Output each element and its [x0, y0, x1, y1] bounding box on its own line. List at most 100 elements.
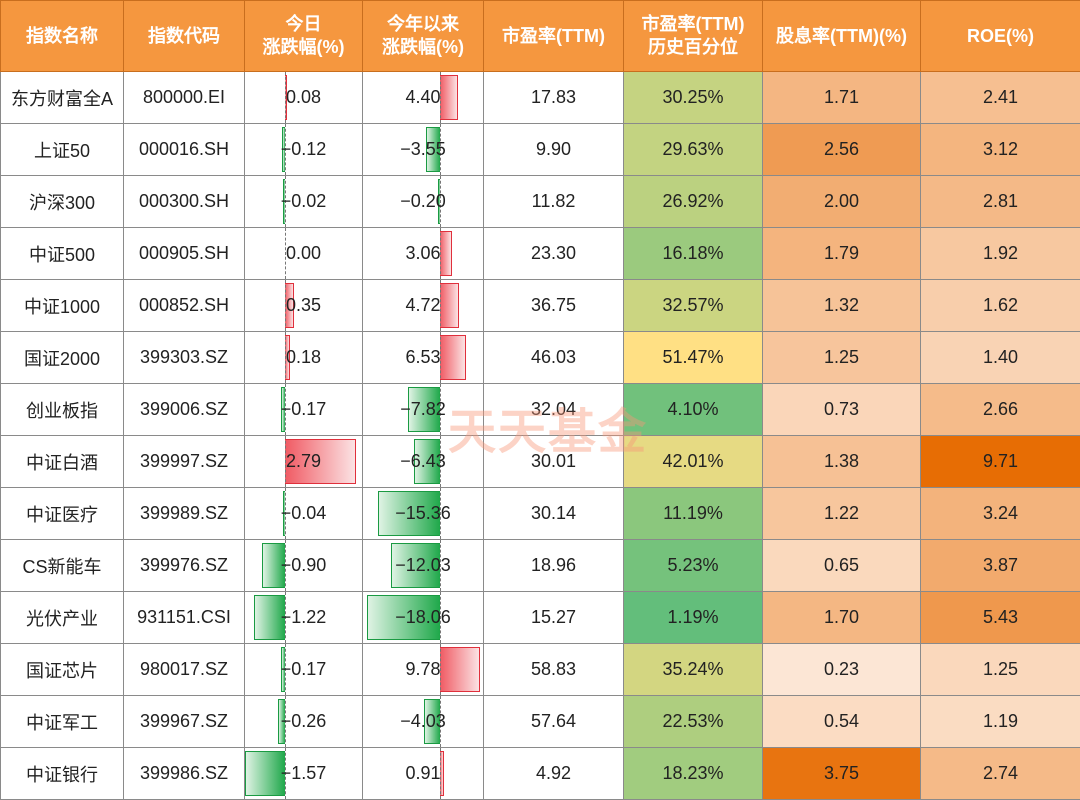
pe-ttm-cell: 30.01 [483, 435, 624, 488]
day-change-cell: −0.90 [244, 539, 363, 592]
pe-ttm-cell-value: 58.83 [530, 659, 577, 679]
pe-percentile-cell: 51.47% [623, 331, 763, 384]
ytd-change-cell-bar [438, 179, 440, 224]
pe-ttm-cell: 18.96 [483, 539, 624, 592]
index-name-cell-value: 国证芯片 [26, 660, 98, 681]
ytd-change-cell-zero-line [440, 280, 441, 331]
roe-cell-value: 3.87 [982, 555, 1019, 575]
roe-cell-value: 2.81 [982, 191, 1019, 211]
day-change-cell-zero-line [285, 124, 286, 175]
ytd-change-cell-value: −3.55 [400, 139, 446, 159]
table-row: CS新能车 399976.SZ −0.90 −12.03 18.96 5.23% 0.65 3… [0, 539, 1080, 592]
day-change-cell-value: −0.90 [280, 555, 327, 575]
index-code-cell: 399006.SZ [123, 383, 245, 436]
dividend-yield-cell-value: 0.73 [823, 399, 860, 419]
dividend-yield-cell-value: 2.56 [823, 139, 860, 159]
column-header: ROE(%) [920, 0, 1080, 72]
day-change-cell-zero-line [285, 436, 286, 487]
dividend-yield-cell-value: 1.70 [823, 607, 860, 627]
ytd-change-cell-zero-line [440, 124, 441, 175]
index-code-cell-value: 399989.SZ [139, 503, 229, 523]
pe-ttm-cell: 58.83 [483, 643, 624, 696]
ytd-change-cell: 3.06 [362, 227, 484, 280]
index-name-cell: 上证50 [0, 123, 124, 176]
index-code-cell-value: 399986.SZ [139, 763, 229, 783]
pe-ttm-cell-value: 15.27 [530, 607, 577, 627]
dividend-yield-cell: 3.75 [762, 747, 921, 800]
pe-ttm-cell: 57.64 [483, 695, 624, 748]
roe-cell: 1.40 [920, 331, 1080, 384]
table-row: 光伏产业 931151.CSI −1.22 −18.06 15.27 1.19% 1.70 5… [0, 591, 1080, 644]
ytd-change-cell-zero-line [440, 696, 441, 747]
day-change-cell: −1.57 [244, 747, 363, 800]
day-change-cell-value: 0.08 [285, 87, 322, 107]
pe-ttm-cell-value: 4.92 [535, 763, 572, 783]
column-header: 今年以来 涨跌幅(%) [362, 0, 484, 72]
day-change-cell-zero-line [285, 540, 286, 591]
ytd-change-cell-value: 3.06 [405, 243, 441, 263]
dividend-yield-cell-value: 1.25 [823, 347, 860, 367]
roe-cell: 2.41 [920, 71, 1080, 124]
table-row: 创业板指 399006.SZ −0.17 −7.82 32.04 4.10% 0.73 2.6… [0, 383, 1080, 436]
ytd-change-cell-value: −15.36 [395, 503, 451, 523]
ytd-change-cell: −3.55 [362, 123, 484, 176]
pe-ttm-cell-value: 18.96 [530, 555, 577, 575]
index-name-cell: 中证1000 [0, 279, 124, 332]
day-change-cell-bar [285, 75, 288, 120]
day-change-cell-zero-line [285, 332, 286, 383]
dividend-yield-cell-value: 0.65 [823, 555, 860, 575]
roe-cell-value: 3.12 [982, 139, 1019, 159]
roe-cell-value: 2.41 [982, 87, 1019, 107]
table-row: 中证医疗 399989.SZ −0.04 −15.36 30.14 11.19% 1.22 3… [0, 487, 1080, 540]
index-name-cell: 国证2000 [0, 331, 124, 384]
day-change-cell-bar [253, 595, 285, 640]
ytd-change-cell-bar [366, 595, 440, 640]
roe-cell-value: 9.71 [982, 451, 1019, 471]
index-code-cell-value: 000016.SH [138, 139, 230, 159]
pe-percentile-cell-value: 16.18% [662, 243, 724, 263]
ytd-change-cell-bar [440, 647, 480, 692]
ytd-change-cell: 9.78 [362, 643, 484, 696]
dividend-yield-cell-value: 0.23 [823, 659, 860, 679]
pe-ttm-cell: 11.82 [483, 175, 624, 228]
pe-ttm-cell-value: 30.14 [530, 503, 577, 523]
day-change-cell: −0.12 [244, 123, 363, 176]
ytd-change-cell-value: 4.40 [405, 87, 441, 107]
dividend-yield-cell: 0.65 [762, 539, 921, 592]
dividend-yield-cell-value: 1.22 [823, 503, 860, 523]
roe-cell: 1.62 [920, 279, 1080, 332]
roe-cell: 1.19 [920, 695, 1080, 748]
ytd-change-cell: 0.91 [362, 747, 484, 800]
day-change-cell-bar [261, 543, 285, 588]
pe-percentile-cell: 30.25% [623, 71, 763, 124]
pe-percentile-cell: 16.18% [623, 227, 763, 280]
roe-cell-value: 1.19 [982, 711, 1019, 731]
pe-ttm-cell-value: 9.90 [535, 139, 572, 159]
pe-percentile-cell: 42.01% [623, 435, 763, 488]
roe-cell-value: 3.24 [982, 503, 1019, 523]
pe-ttm-cell: 46.03 [483, 331, 624, 384]
ytd-change-cell: 6.53 [362, 331, 484, 384]
day-change-cell: −0.17 [244, 383, 363, 436]
ytd-change-cell-zero-line [440, 540, 441, 591]
roe-cell-value: 2.66 [982, 399, 1019, 419]
index-code-cell: 000016.SH [123, 123, 245, 176]
ytd-change-cell-bar [377, 491, 440, 536]
roe-cell: 3.12 [920, 123, 1080, 176]
index-name-cell-value: 中证银行 [26, 764, 98, 785]
index-code-cell: 000300.SH [123, 175, 245, 228]
table-row: 中证军工 399967.SZ −0.26 −4.03 57.64 22.53% 0.54 1.… [0, 695, 1080, 748]
roe-cell: 1.25 [920, 643, 1080, 696]
ytd-change-cell-value: −6.43 [400, 451, 446, 471]
day-change-cell-value: −0.02 [280, 191, 327, 211]
index-code-cell: 399967.SZ [123, 695, 245, 748]
pe-ttm-cell: 23.30 [483, 227, 624, 280]
day-change-cell-value: −1.57 [280, 763, 327, 783]
column-header: 今日 涨跌幅(%) [244, 0, 363, 72]
roe-cell: 2.74 [920, 747, 1080, 800]
dividend-yield-cell: 1.38 [762, 435, 921, 488]
pe-percentile-cell: 35.24% [623, 643, 763, 696]
index-name-cell-value: 中证1000 [23, 296, 101, 317]
index-name-cell-value: 中证军工 [26, 712, 98, 733]
pe-percentile-cell-value: 26.92% [662, 191, 724, 211]
